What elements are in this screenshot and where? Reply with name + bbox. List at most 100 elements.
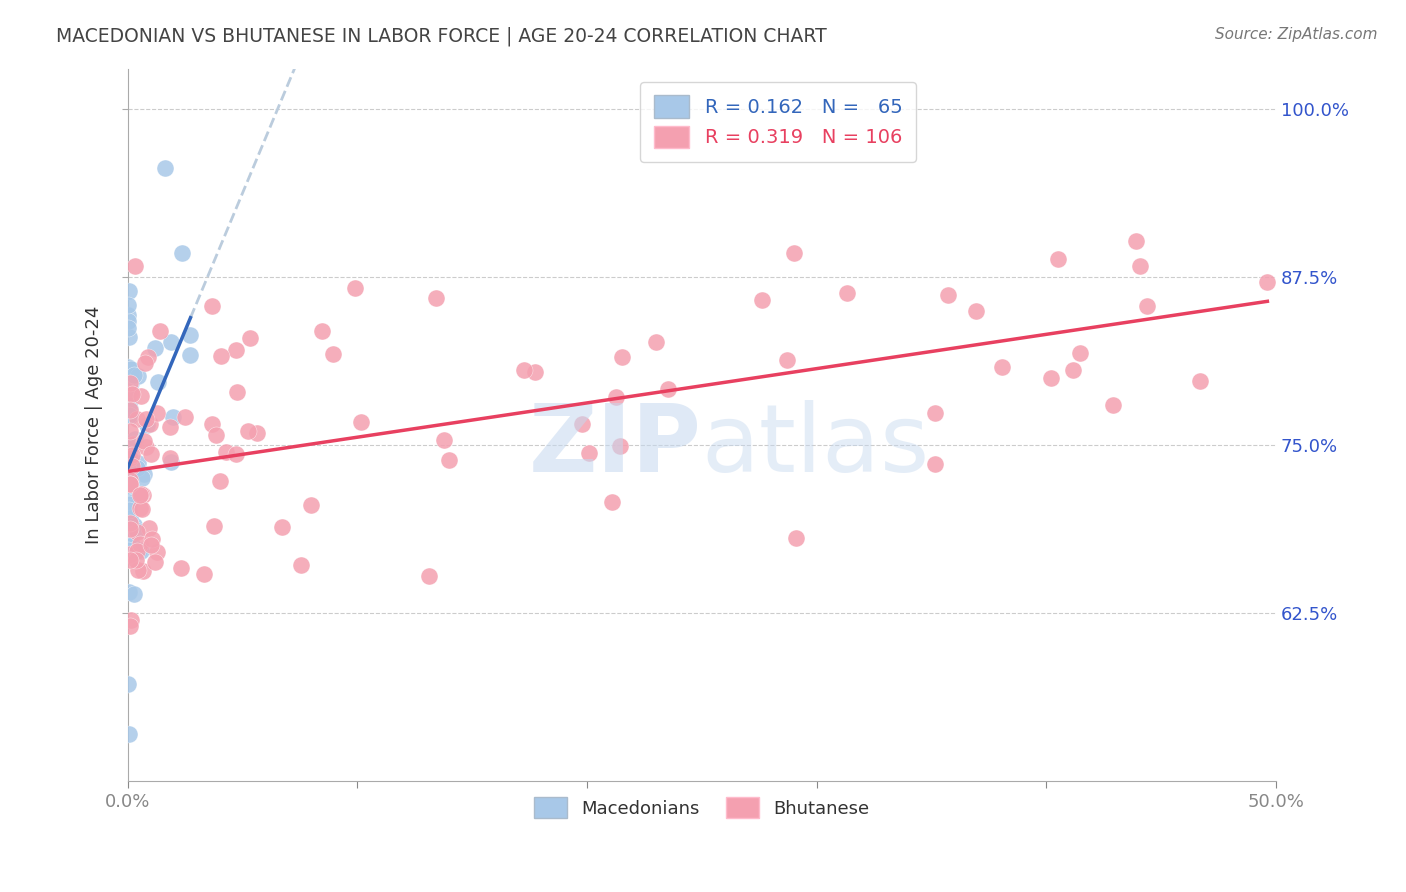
Point xyxy=(125,523,148,537)
Point xyxy=(118,408,141,422)
Point xyxy=(125,524,148,539)
Point xyxy=(129,537,152,551)
Point xyxy=(179,328,201,343)
Point xyxy=(139,417,162,432)
Point xyxy=(118,376,141,391)
Point xyxy=(924,406,946,420)
Point xyxy=(120,476,142,491)
Point xyxy=(936,288,959,302)
Point xyxy=(311,324,333,338)
Point xyxy=(135,440,157,454)
Point xyxy=(121,438,143,452)
Point xyxy=(644,335,666,350)
Point xyxy=(202,519,225,533)
Point xyxy=(211,349,233,363)
Point xyxy=(118,441,141,455)
Point xyxy=(571,417,593,431)
Point xyxy=(204,427,226,442)
Point xyxy=(1129,260,1152,274)
Point xyxy=(149,324,172,338)
Point xyxy=(226,384,249,399)
Point xyxy=(129,389,152,403)
Point xyxy=(201,417,224,431)
Point xyxy=(128,543,150,558)
Point xyxy=(432,433,454,447)
Point xyxy=(117,444,139,458)
Point xyxy=(118,407,141,421)
Point xyxy=(118,516,141,531)
Point xyxy=(118,619,141,633)
Point xyxy=(118,522,141,536)
Point xyxy=(609,439,631,453)
Point xyxy=(117,530,139,544)
Point xyxy=(170,561,193,575)
Point xyxy=(172,246,194,260)
Point xyxy=(350,416,373,430)
Point xyxy=(118,330,141,344)
Point xyxy=(965,304,987,318)
Point xyxy=(117,298,139,312)
Point xyxy=(120,477,142,491)
Point xyxy=(135,418,157,433)
Point xyxy=(117,439,139,453)
Point xyxy=(117,479,139,493)
Point xyxy=(118,402,141,417)
Point xyxy=(120,473,142,487)
Point xyxy=(124,260,146,274)
Point xyxy=(117,727,139,741)
Point xyxy=(120,521,142,535)
Point xyxy=(215,445,238,459)
Point xyxy=(657,382,679,396)
Point xyxy=(322,346,344,360)
Point xyxy=(128,488,150,502)
Point xyxy=(118,450,141,465)
Point xyxy=(141,532,163,546)
Point xyxy=(174,409,197,424)
Point xyxy=(118,409,141,423)
Point xyxy=(129,543,152,558)
Point xyxy=(132,565,155,579)
Point xyxy=(145,406,167,420)
Point xyxy=(118,511,141,525)
Point xyxy=(118,386,141,401)
Point xyxy=(117,677,139,691)
Point xyxy=(1069,346,1091,360)
Point xyxy=(991,359,1014,374)
Point xyxy=(121,437,143,451)
Point xyxy=(118,553,141,567)
Text: atlas: atlas xyxy=(702,401,929,492)
Point xyxy=(120,461,142,475)
Point xyxy=(117,440,139,454)
Point xyxy=(425,291,447,305)
Point xyxy=(600,494,623,508)
Point xyxy=(121,538,143,552)
Point xyxy=(524,365,547,379)
Point xyxy=(1062,363,1084,377)
Point xyxy=(160,455,183,469)
Point xyxy=(122,587,145,601)
Point xyxy=(117,484,139,499)
Point xyxy=(1125,234,1147,248)
Point xyxy=(118,425,141,439)
Point xyxy=(162,410,184,425)
Point xyxy=(134,467,156,481)
Point xyxy=(143,341,166,355)
Point xyxy=(117,398,139,412)
Point xyxy=(785,531,807,545)
Point xyxy=(117,543,139,558)
Point xyxy=(924,458,946,472)
Point xyxy=(118,498,141,512)
Point xyxy=(118,477,141,491)
Text: ZIP: ZIP xyxy=(529,401,702,492)
Point xyxy=(117,462,139,476)
Point xyxy=(578,445,600,459)
Point xyxy=(783,246,806,260)
Point xyxy=(1256,275,1278,289)
Point xyxy=(138,520,160,534)
Point xyxy=(290,558,312,572)
Point xyxy=(120,477,142,491)
Point xyxy=(118,284,141,298)
Point xyxy=(135,411,157,425)
Point xyxy=(299,498,322,512)
Point xyxy=(127,544,149,558)
